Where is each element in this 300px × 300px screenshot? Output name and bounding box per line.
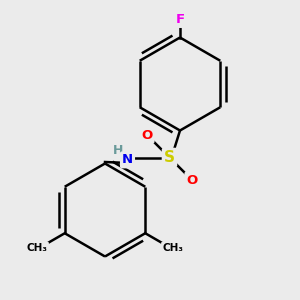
Text: CH₃: CH₃ — [26, 243, 47, 253]
Text: O: O — [141, 128, 153, 142]
Text: CH₃: CH₃ — [163, 243, 184, 253]
Text: N: N — [122, 153, 133, 167]
Text: S: S — [164, 150, 175, 165]
Text: H: H — [113, 144, 124, 158]
Text: O: O — [186, 173, 198, 187]
Text: F: F — [176, 13, 184, 26]
